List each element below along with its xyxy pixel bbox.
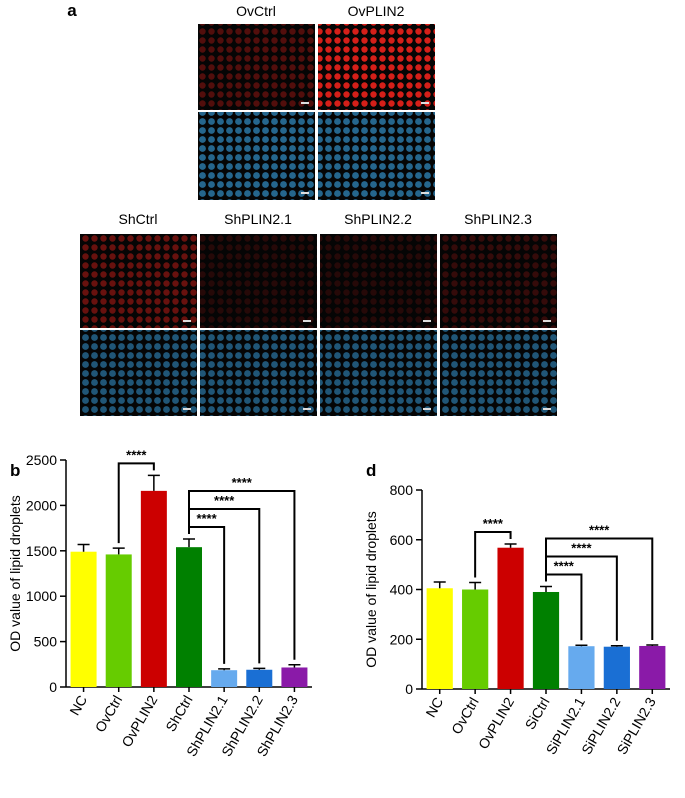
y-tick-label: 2500 [26,452,57,468]
micrograph-cells [80,234,197,328]
scale-bar [301,102,309,104]
scale-bar [303,320,311,322]
significance-label: **** [483,516,504,531]
error-bar [575,644,588,647]
micrograph-cells [320,234,437,328]
micrograph-cells [198,24,315,110]
bar [105,554,132,687]
significance-label: **** [554,559,575,574]
error-bar [183,538,195,548]
column-label: ShCtrl [119,211,158,227]
scale-bar [421,192,429,194]
scale-bar [543,320,551,322]
micrograph-cells [198,112,315,200]
error-bar [469,581,482,590]
bar [426,588,453,689]
micrograph-cells [440,234,557,328]
error-bar [147,474,160,491]
error-bar [112,547,125,555]
column-label: ShPLIN2.2 [344,211,412,227]
significance-bracket [545,537,654,640]
panel-label: d [366,461,376,480]
micrograph-cells [200,330,317,416]
bar [639,645,666,689]
y-tick-label: 500 [34,634,58,650]
error-bar [288,664,301,668]
bar [568,646,595,689]
scale-bar [423,408,431,410]
bar [70,551,97,687]
significance-label: **** [232,475,253,490]
error-bar [253,667,266,670]
y-tick-label: 200 [390,631,414,647]
column-label: ShPLIN2.1 [224,211,292,227]
significance-label: **** [589,523,610,538]
error-bar [646,644,659,646]
error-bar [540,585,552,592]
panel-label: b [10,461,20,480]
y-tick-label: 0 [49,679,57,695]
x-tick-label: ShCtrl [162,693,195,735]
x-tick-label: NC [422,695,446,721]
significance-label: **** [126,447,147,462]
significance-bracket [474,530,512,578]
y-tick-label: 600 [390,532,414,548]
bar [211,670,238,687]
x-tick-label: NC [66,693,90,719]
micrograph-cells [200,234,317,328]
micrograph-cells [80,330,197,416]
y-tick-label: 2000 [26,497,57,513]
bar [497,547,524,689]
error-bar [433,581,446,589]
scale-bar [303,408,311,410]
micrograph-cells [320,330,437,416]
column-label: OvPLIN2 [348,3,405,19]
error-bar [77,543,90,552]
micrograph-cells [318,112,435,200]
error-bar [218,668,231,671]
significance-label: **** [214,493,235,508]
bar [175,547,203,687]
significance-bracket [117,462,155,544]
micrograph-cells [318,24,435,110]
error-bar [504,543,517,548]
y-tick-label: 1500 [26,543,57,559]
y-tick-label: 0 [405,681,413,697]
scale-bar [423,320,431,322]
column-label: OvCtrl [236,3,276,19]
panel-label: a [67,1,77,20]
significance-bracket [188,489,296,660]
bar [603,646,630,689]
error-bar [610,644,623,647]
micrograph-cells [440,330,557,416]
bar [532,591,560,689]
scale-bar [421,102,429,104]
x-tick-label: SiCtrl [522,695,553,733]
bar [246,669,273,687]
y-tick-label: 800 [390,482,414,498]
x-tick-label: OvCtrl [92,693,126,735]
significance-label: **** [196,511,217,526]
significance-label: **** [571,541,592,556]
bar [140,490,167,687]
column-label: ShPLIN2.3 [464,211,532,227]
x-tick-label: OvCtrl [448,695,482,737]
scale-bar [543,408,551,410]
y-axis-label: OD value of lipid droplets [7,495,23,651]
bar [462,589,489,689]
scale-bar [301,192,309,194]
scale-bar [183,408,191,410]
bar [281,667,308,687]
scale-bar [183,320,191,322]
y-tick-label: 1000 [26,588,57,604]
y-tick-label: 400 [390,582,414,598]
y-axis-label: OD value of lipid droplets [363,511,379,667]
